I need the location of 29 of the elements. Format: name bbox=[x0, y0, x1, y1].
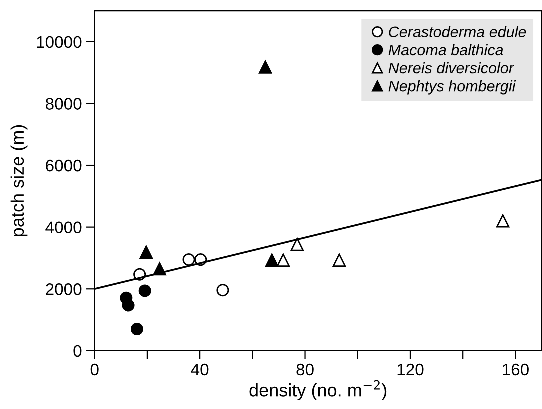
x-tick-label: 80 bbox=[296, 364, 314, 376]
y-tick-label: 4000 bbox=[46, 222, 82, 234]
x-tick-label: 160 bbox=[503, 364, 529, 376]
point bbox=[496, 214, 510, 228]
x-tick-label: 0 bbox=[90, 364, 99, 376]
legend-label: Nereis diversicolor bbox=[388, 62, 514, 74]
x-tick-label: 120 bbox=[398, 364, 424, 376]
x-tick-label: 40 bbox=[191, 364, 209, 376]
point bbox=[182, 254, 196, 266]
legend-label: Macoma balthica bbox=[388, 44, 504, 56]
point bbox=[138, 284, 152, 298]
y-axis-title: patch size (m) bbox=[10, 125, 28, 236]
y-tick-label: 8000 bbox=[46, 98, 82, 110]
point bbox=[216, 284, 230, 297]
y-tick-label: 2000 bbox=[46, 284, 82, 296]
y-tick-label: 10000 bbox=[37, 36, 82, 48]
x-axis-title: density (no. m$^{−2}$) bbox=[250, 380, 387, 400]
point bbox=[140, 246, 153, 259]
legend-label: Cerastoderma edule bbox=[389, 26, 526, 38]
legend-label: Nephtys hombergii bbox=[388, 80, 516, 95]
y-tick-label: 6000 bbox=[46, 160, 82, 172]
point bbox=[332, 254, 346, 267]
point bbox=[290, 238, 304, 252]
point bbox=[266, 254, 279, 267]
y-tick-label: 0 bbox=[74, 345, 82, 358]
point bbox=[122, 299, 135, 312]
point bbox=[258, 60, 272, 74]
point bbox=[130, 323, 144, 336]
point bbox=[276, 254, 290, 267]
